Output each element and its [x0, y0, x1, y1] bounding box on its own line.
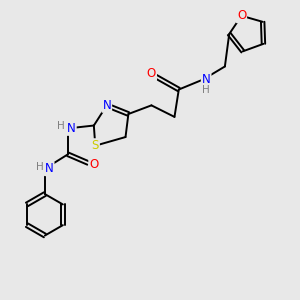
- Text: H: H: [202, 85, 210, 94]
- Text: N: N: [102, 99, 111, 112]
- Text: S: S: [92, 139, 99, 152]
- Text: N: N: [45, 162, 54, 175]
- Text: N: N: [202, 73, 211, 86]
- Text: N: N: [67, 122, 76, 135]
- Text: H: H: [36, 162, 43, 172]
- Text: O: O: [147, 67, 156, 80]
- Text: O: O: [237, 9, 246, 22]
- Text: H: H: [57, 121, 64, 130]
- Text: O: O: [89, 158, 98, 171]
